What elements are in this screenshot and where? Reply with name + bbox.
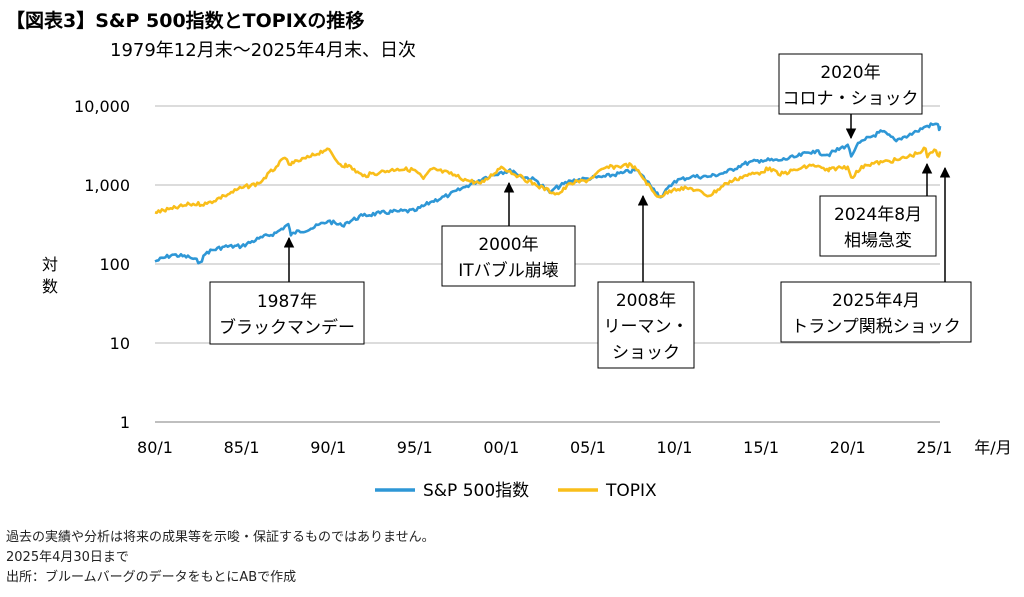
x-tick-label: 05/1 <box>570 438 606 457</box>
y-tick-label: 10,000 <box>74 97 130 116</box>
annotation-text: 2000年 <box>478 235 538 255</box>
x-tick-label: 80/1 <box>137 438 173 457</box>
annotation-text: リーマン・ <box>604 317 689 337</box>
y-axis-label: 対数 <box>42 255 58 296</box>
annotation-box <box>819 195 937 257</box>
y-tick-label: 10 <box>110 334 130 353</box>
footnote-date: 2025年4月30日まで <box>6 550 129 565</box>
x-tick-label: 00/1 <box>483 438 519 457</box>
annotation-text: 2025年4月 <box>832 291 920 311</box>
x-axis-label: 年/月 <box>974 438 1011 457</box>
annotation-box <box>441 225 576 287</box>
x-tick-label: 95/1 <box>397 438 433 457</box>
series-line-topix <box>154 146 942 215</box>
annotation-text: 2024年8月 <box>834 205 922 225</box>
y-tick-label: 1 <box>120 413 130 432</box>
annotation-text: 1987年 <box>257 292 317 312</box>
annotation-text: 2008年 <box>616 291 676 311</box>
x-tick-label: 10/1 <box>657 438 693 457</box>
legend-label: TOPIX <box>605 481 657 501</box>
x-tick-label: 25/1 <box>916 438 952 457</box>
annotation-box <box>780 281 972 343</box>
chart-title: 【図表3】S&P 500指数とTOPIXの推移 <box>6 10 365 32</box>
legend-label: S&P 500指数 <box>423 481 529 501</box>
x-tick-label: 90/1 <box>310 438 346 457</box>
chart-subtitle: 1979年12月末～2025年4月末、日次 <box>110 40 416 61</box>
annotation-text: 相場急変 <box>844 231 912 251</box>
annotation-text: ブラックマンデー <box>219 317 355 338</box>
y-tick-label: 100 <box>99 255 130 274</box>
annotation-box <box>597 281 695 369</box>
annotation-box <box>209 281 365 345</box>
annotation-text: 2020年 <box>820 63 880 83</box>
footnote-source: 出所：ブルームバーグのデータをもとにABで作成 <box>6 570 297 585</box>
footnote-disclaimer: 過去の実績や分析は将来の成果等を示唆・保証するものではありません。 <box>6 530 435 545</box>
x-tick-label: 85/1 <box>224 438 260 457</box>
annotation-text: コロナ・ショック <box>783 89 919 109</box>
x-tick-label: 20/1 <box>830 438 866 457</box>
y-tick-label: 1,000 <box>84 176 130 195</box>
x-tick-label: 15/1 <box>743 438 779 457</box>
annotation-text: トランプ関税ショック <box>791 317 961 337</box>
annotation-text: ITバブル崩壊 <box>458 260 558 281</box>
annotation-text: ショック <box>612 343 680 363</box>
